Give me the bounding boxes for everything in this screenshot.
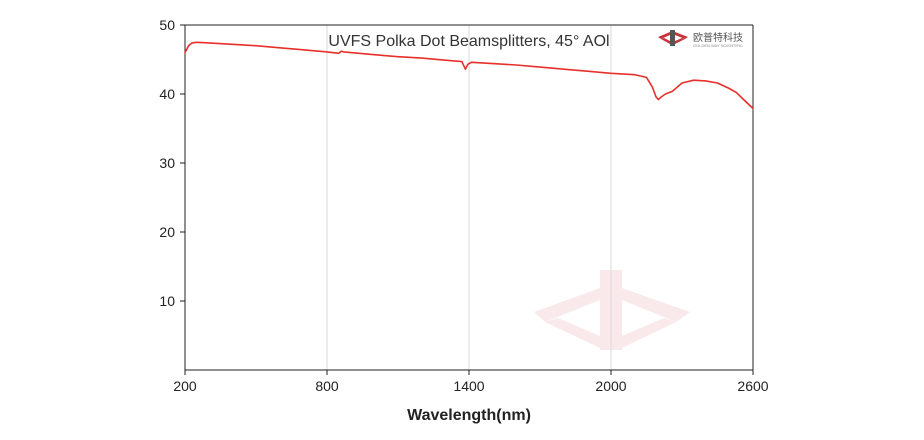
x-axis-label: Wavelength(nm) bbox=[407, 407, 531, 424]
y-tick-labels: 10 20 30 40 50 bbox=[159, 17, 175, 309]
y-tick-label: 10 bbox=[159, 293, 175, 309]
x-tick-label: 2000 bbox=[595, 378, 626, 394]
brand-name-en: GOLDEN WAY SCIENTIFIC bbox=[693, 43, 743, 48]
x-tick-label: 2600 bbox=[737, 378, 768, 394]
tick-marks bbox=[180, 24, 754, 375]
x-tick-label: 200 bbox=[173, 378, 197, 394]
grid-lines bbox=[326, 25, 612, 370]
series-layer bbox=[184, 41, 754, 110]
brand-name-cn: 欧普特科技 bbox=[693, 31, 743, 44]
x-tick-label: 1400 bbox=[453, 378, 484, 394]
y-tick-label: 40 bbox=[159, 86, 175, 102]
brand-logo-mark bbox=[658, 30, 688, 46]
background-watermark-logo bbox=[534, 270, 690, 350]
x-tick-label: 800 bbox=[315, 378, 339, 394]
series-line bbox=[184, 41, 754, 110]
y-tick-label: 50 bbox=[159, 17, 175, 33]
brand-logo: 欧普特科技 GOLDEN WAY SCIENTIFIC bbox=[658, 30, 743, 48]
y-tick-label: 20 bbox=[159, 224, 175, 240]
chart-title: UVFS Polka Dot Beamsplitters, 45° AOl bbox=[328, 33, 609, 50]
y-tick-label: 30 bbox=[159, 155, 175, 171]
x-tick-labels: 200 800 1400 2000 2600 bbox=[173, 378, 768, 394]
